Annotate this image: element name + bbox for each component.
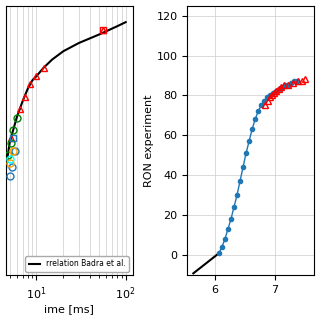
Y-axis label: RON experiment: RON experiment xyxy=(144,94,154,187)
X-axis label: ime [ms]: ime [ms] xyxy=(44,304,94,315)
Legend: rrelation Badra et al.: rrelation Badra et al. xyxy=(26,256,129,272)
